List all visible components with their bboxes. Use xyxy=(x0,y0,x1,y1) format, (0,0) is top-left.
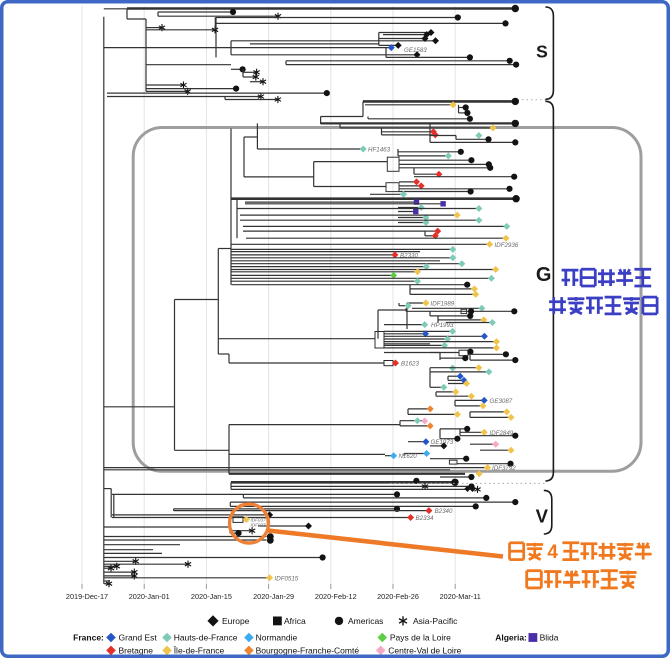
svg-text:IDF3792: IDF3792 xyxy=(492,465,516,472)
svg-text:Hauts-de-France: Hauts-de-France xyxy=(174,633,238,643)
svg-text:Centre-Val de Loire: Centre-Val de Loire xyxy=(388,645,461,655)
svg-text:4: 4 xyxy=(547,542,558,563)
svg-text:Bretagne: Bretagne xyxy=(119,645,154,655)
svg-text:HF1463: HF1463 xyxy=(368,147,391,154)
svg-text:IDF2936: IDF2936 xyxy=(495,242,519,249)
svg-text:Pays de la Loire: Pays de la Loire xyxy=(390,633,451,643)
svg-text:Grand Est: Grand Est xyxy=(119,633,158,643)
svg-text:IDF1989: IDF1989 xyxy=(431,301,455,308)
svg-text:B2340: B2340 xyxy=(435,508,453,515)
svg-text:2020-Jan-15: 2020-Jan-15 xyxy=(191,592,232,601)
svg-text:S: S xyxy=(536,42,548,62)
svg-text:GE1583: GE1583 xyxy=(404,47,427,54)
svg-text:GE3087: GE3087 xyxy=(490,398,513,405)
svg-text:IDF2849: IDF2849 xyxy=(490,430,514,437)
svg-text:Normandie: Normandie xyxy=(256,633,298,643)
svg-text:2019-Dec-17: 2019-Dec-17 xyxy=(66,592,108,601)
svg-text:Africa: Africa xyxy=(284,616,306,626)
svg-text:IDF0373: IDF0373 xyxy=(251,517,269,522)
svg-text:Europe: Europe xyxy=(222,616,250,626)
svg-text:Blida: Blida xyxy=(540,633,559,643)
svg-text:V: V xyxy=(536,505,549,526)
svg-text:2020-Feb-12: 2020-Feb-12 xyxy=(315,592,357,601)
svg-text:IDF0515: IDF0515 xyxy=(275,575,299,582)
svg-text:2020-Feb-26: 2020-Feb-26 xyxy=(377,592,419,601)
svg-text:IDF0372: IDF0372 xyxy=(251,522,269,527)
svg-text:2020-Jan-29: 2020-Jan-29 xyxy=(253,592,294,601)
svg-text:Americas: Americas xyxy=(348,616,383,626)
svg-text:N1620: N1620 xyxy=(399,453,418,460)
svg-text:B2334: B2334 xyxy=(416,515,434,522)
svg-text:2020-Jan-01: 2020-Jan-01 xyxy=(129,592,170,601)
svg-text:France:: France: xyxy=(73,633,104,643)
svg-text:2020-Mar-11: 2020-Mar-11 xyxy=(440,592,481,601)
svg-text:B2330: B2330 xyxy=(400,252,418,259)
svg-text:G: G xyxy=(536,264,552,286)
svg-text:Algeria:: Algeria: xyxy=(495,633,527,643)
svg-text:GE1973: GE1973 xyxy=(431,439,454,446)
svg-text:Île-de-France: Île-de-France xyxy=(173,645,225,655)
svg-text:Asia-Pacific: Asia-Pacific xyxy=(413,616,458,626)
svg-text:B1623: B1623 xyxy=(401,361,419,368)
svg-text:Bourgogne-Franche-Comté: Bourgogne-Franche-Comté xyxy=(256,645,360,655)
svg-text:HP1993: HP1993 xyxy=(431,322,454,329)
